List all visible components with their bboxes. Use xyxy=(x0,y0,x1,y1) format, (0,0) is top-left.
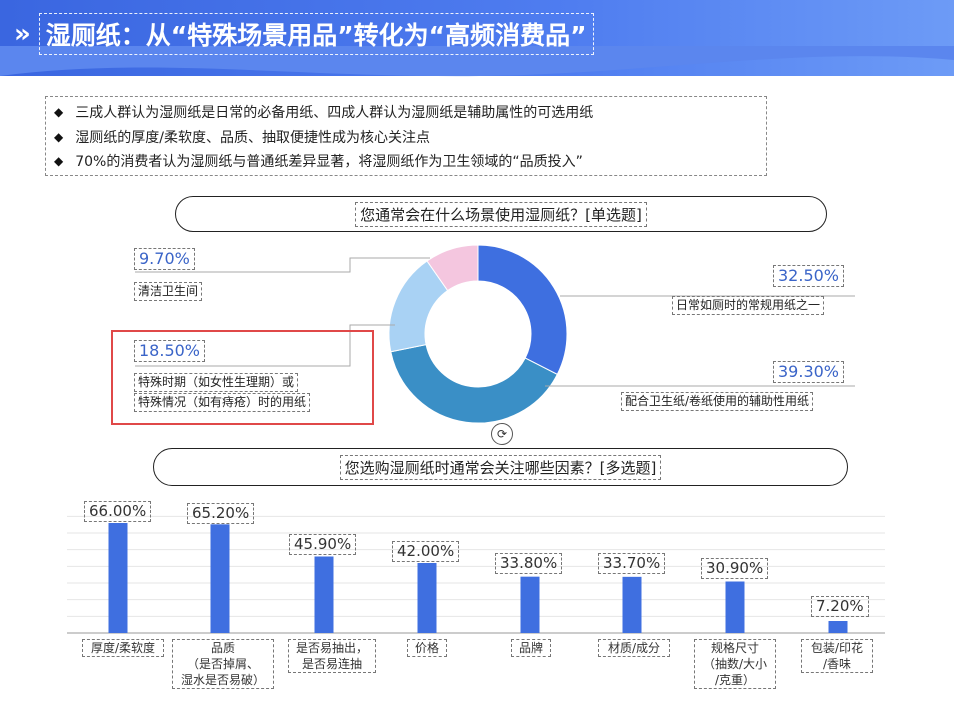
slice4-label: 清洁卫生间 xyxy=(134,282,203,301)
title-text: 湿厕纸：从“特殊场景用品”转化为“高频消费品” xyxy=(38,13,594,55)
category-label: 规格尺寸 （抽数/大小 /克重） xyxy=(694,639,776,689)
question-1-pill: 您通常会在什么场景使用湿厕纸？[单选题] xyxy=(175,196,827,232)
category-label: 品牌 xyxy=(511,639,551,657)
category-text: 包装/印花 xyxy=(810,641,864,655)
bullet-item: ◆ 三成人群认为湿厕纸是日常的必备用纸、四成人群认为湿厕纸是辅助属性的可选用纸 xyxy=(54,100,758,125)
category-label: 品质 （是否掉屑、 湿水是否易破） xyxy=(172,639,274,689)
slice3-label-line2: 特殊情况（如有痔疮）时的用纸 xyxy=(134,393,311,412)
category-text: 厚度/柔软度 xyxy=(90,641,156,655)
category-text: （是否掉屑、 xyxy=(186,657,259,671)
donut-slice xyxy=(390,343,558,424)
bar-value-label: 42.00% xyxy=(392,541,460,562)
bullet-item: ◆ 70%的消费者认为湿厕纸与普通纸差异显著，将湿厕纸作为卫生领域的“品质投入” xyxy=(54,149,758,174)
category-label: 是否易抽出， 是否易连抽 xyxy=(288,639,376,673)
page-title: » 湿厕纸：从“特殊场景用品”转化为“高频消费品” xyxy=(14,13,594,55)
chevron-icon: » xyxy=(14,19,31,49)
category-text: /香味 xyxy=(822,657,852,671)
category-label: 厚度/柔软度 xyxy=(82,639,164,657)
category-text: 规格尺寸 xyxy=(710,641,759,655)
category-text: 品牌 xyxy=(518,641,543,655)
diamond-icon: ◆ xyxy=(54,129,64,144)
slice2-label: 配合卫生纸/卷纸使用的辅助性用纸 xyxy=(621,392,814,411)
category-label: 价格 xyxy=(407,639,447,657)
bullet-text: 三成人群认为湿厕纸是日常的必备用纸、四成人群认为湿厕纸是辅助属性的可选用纸 xyxy=(75,105,594,122)
slice3-label-line1: 特殊时期（如女性生理期）或 xyxy=(134,373,299,392)
slice1-label: 日常如厕时的常规用纸之一 xyxy=(672,296,825,315)
bar-value-label: 33.70% xyxy=(598,553,666,574)
bar xyxy=(108,523,128,633)
bullet-text: 湿厕纸的厚度/柔软度、品质、抽取便捷性成为核心关注点 xyxy=(75,129,430,146)
diamond-icon: ◆ xyxy=(54,154,64,169)
slice3-percent: 18.50% xyxy=(134,340,206,362)
bar-value-label: 33.80% xyxy=(495,553,563,574)
category-label: 材质/成分 xyxy=(598,639,670,657)
highlight-box xyxy=(111,330,374,425)
category-label: 包装/印花 /香味 xyxy=(801,639,873,673)
bar xyxy=(520,576,540,633)
bar-value-label: 65.20% xyxy=(187,503,255,524)
question-1-text: 您通常会在什么场景使用湿厕纸？[单选题] xyxy=(355,201,647,227)
bar xyxy=(622,576,642,633)
category-text: /克重） xyxy=(714,673,756,687)
category-text: 是否易连抽 xyxy=(301,657,362,671)
bar xyxy=(210,524,230,633)
bar-value-label: 30.90% xyxy=(701,558,769,579)
slice2-percent: 39.30% xyxy=(773,361,845,383)
category-text: 是否易抽出， xyxy=(295,641,368,655)
bar-value-label: 66.00% xyxy=(84,501,152,522)
slice4-percent: 9.70% xyxy=(134,248,195,270)
bar xyxy=(828,621,848,633)
category-text: 价格 xyxy=(414,641,439,655)
bullet-item: ◆ 湿厕纸的厚度/柔软度、品质、抽取便捷性成为核心关注点 xyxy=(54,125,758,150)
slice1-percent: 32.50% xyxy=(773,265,845,287)
category-text: 材质/成分 xyxy=(607,641,661,655)
category-text: 湿水是否易破） xyxy=(180,673,265,687)
bar xyxy=(725,581,745,633)
donut-slice xyxy=(426,244,479,292)
donut-slice xyxy=(388,260,449,353)
bar xyxy=(314,556,334,633)
banner-wave xyxy=(0,46,954,77)
bar xyxy=(417,563,437,633)
bullet-text: 70%的消费者认为湿厕纸与普通纸差异显著，将湿厕纸作为卫生领域的“品质投入” xyxy=(75,154,583,171)
question-2-text: 您选购湿厕纸时通常会关注哪些因素？[多选题] xyxy=(339,454,662,480)
category-text: （抽数/大小 xyxy=(702,657,768,671)
rotate-icon[interactable]: ⟳ xyxy=(491,423,513,445)
bar-value-label: 7.20% xyxy=(811,596,869,617)
question-2-pill: 您选购湿厕纸时通常会关注哪些因素？[多选题] xyxy=(153,448,848,486)
category-text: 品质 xyxy=(210,641,235,655)
summary-bullets: ◆ 三成人群认为湿厕纸是日常的必备用纸、四成人群认为湿厕纸是辅助属性的可选用纸 ◆… xyxy=(45,96,767,176)
donut-slice xyxy=(477,244,568,376)
diamond-icon: ◆ xyxy=(54,105,64,120)
bar-value-label: 45.90% xyxy=(289,534,357,555)
